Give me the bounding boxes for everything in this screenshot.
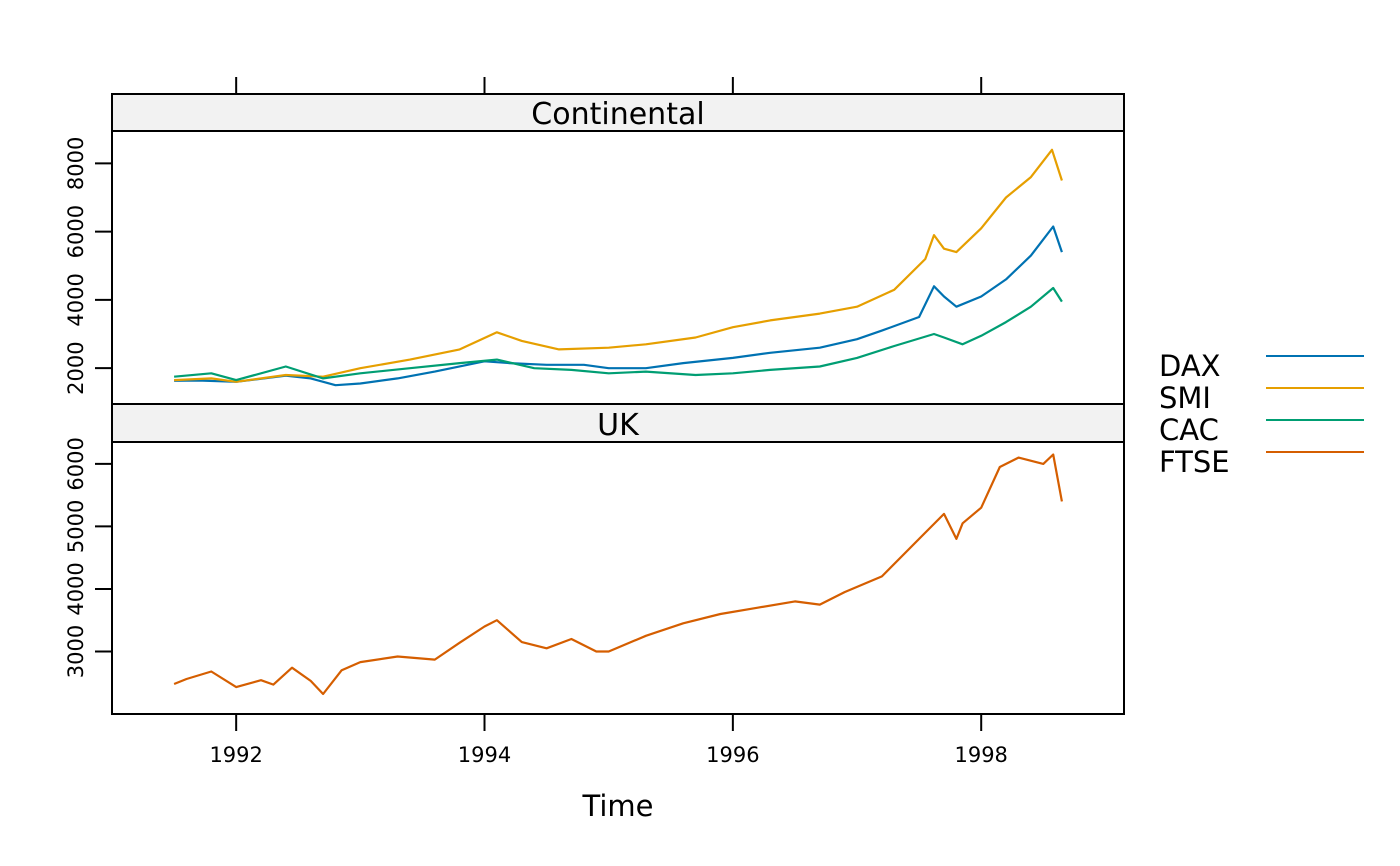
y-tick-label: 4000 [64,562,88,615]
panel-frame-uk [111,441,1125,715]
legend-label-dax: DAX [1159,349,1221,383]
y-tick-label: 2000 [64,341,88,394]
y-tick-label: 5000 [64,500,88,553]
series-line-ftse [173,453,1063,696]
series-group-continental [173,148,1063,387]
y-tick-label: 6000 [64,437,88,490]
strip-title-continental: Continental [531,97,704,132]
series-line-dax [174,225,1063,387]
x-axis-label: Time [582,789,654,823]
y-tick-label: 4000 [64,273,88,326]
panel-frame-continental [111,130,1125,405]
legend-label-ftse: FTSE [1159,445,1230,479]
x-axis: 1992 1994 1996 1998 [209,714,1008,767]
y-tick-label: 6000 [64,205,88,258]
legend-label-smi: SMI [1159,381,1211,415]
top-axis-ticks [235,77,983,94]
series-line-smi [174,148,1063,383]
x-tick-label: 1992 [209,743,262,767]
panel-continental: Continental 2000 4000 6000 8000 [64,93,1125,405]
strip-title-uk: UK [597,408,640,443]
y-tick-label: 3000 [64,625,88,678]
x-tick-label: 1998 [954,743,1007,767]
panel-uk: UK 3000 4000 5000 6000 [64,403,1125,715]
y-axis-uk: 3000 4000 5000 6000 [64,437,112,678]
series-line-cac [173,286,1063,382]
x-tick-label: 1994 [458,743,511,767]
y-axis-continental: 2000 4000 6000 8000 [64,137,112,395]
strip-continental [111,93,1125,132]
legend-label-cac: CAC [1159,413,1219,447]
x-tick-label: 1996 [706,743,759,767]
series-group-uk [173,453,1063,696]
y-tick-label: 8000 [64,137,88,190]
